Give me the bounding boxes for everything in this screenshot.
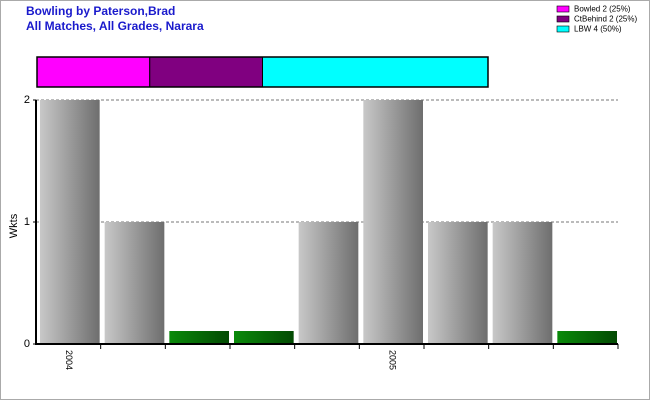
breakdown-segment: [36, 56, 151, 88]
y-axis-label: Wkts: [8, 213, 20, 238]
breakdown-segment: [149, 56, 263, 88]
bar: [234, 331, 294, 343]
bar: [169, 331, 229, 343]
breakdown-border: [36, 56, 489, 88]
x-tick-label: 2004: [64, 350, 74, 370]
bar: [363, 100, 423, 344]
chart-subtitle: All Matches, All Grades, Narara: [26, 19, 204, 33]
bar: [298, 222, 359, 344]
y-tick-label: 2: [24, 94, 30, 106]
legend-swatch: [556, 25, 570, 33]
chart-title: Bowling by Paterson,Brad: [26, 4, 175, 18]
bar: [492, 222, 553, 344]
bar: [40, 100, 100, 344]
bar: [104, 222, 165, 344]
x-tick-label: 2005: [387, 350, 397, 370]
breakdown-segment: [262, 56, 489, 88]
legend-swatch: [556, 15, 570, 23]
y-tick-label: 1: [24, 216, 30, 228]
y-tick-label: 0: [24, 338, 30, 350]
legend-label: LBW 4 (50%): [574, 25, 622, 34]
bar: [557, 331, 617, 343]
legend-swatch: [556, 5, 570, 13]
bar: [428, 222, 488, 344]
legend-label: CtBehind 2 (25%): [574, 15, 637, 24]
legend-label: Bowled 2 (25%): [574, 5, 631, 14]
